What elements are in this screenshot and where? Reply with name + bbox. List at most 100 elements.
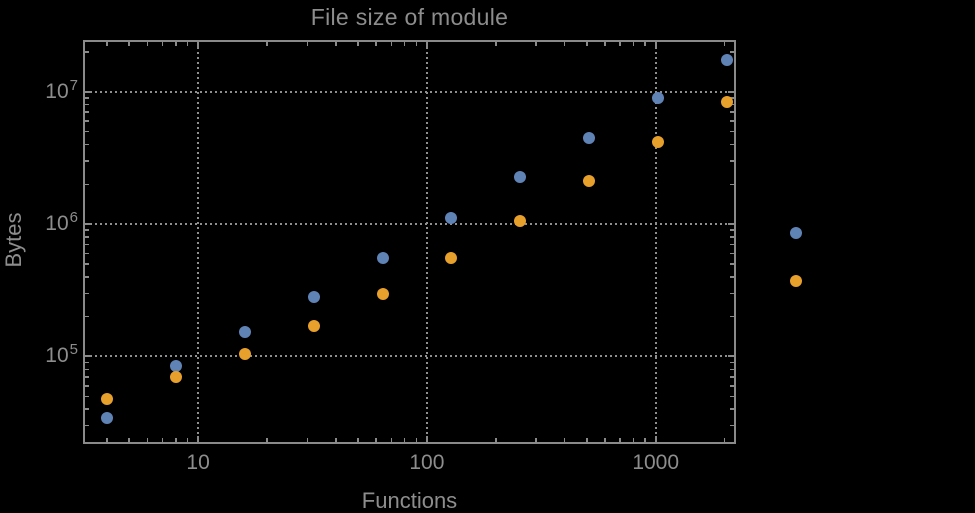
y-tick-label-10e5: 105 bbox=[45, 341, 78, 368]
tick-x-bottom bbox=[563, 438, 566, 442]
tick-y-right bbox=[730, 229, 734, 231]
data-point-blue-series bbox=[789, 227, 802, 240]
tick-y-left bbox=[85, 120, 89, 122]
tick-y-right bbox=[730, 236, 734, 238]
data-point-orange-series bbox=[789, 275, 802, 288]
tick-x-top bbox=[146, 42, 149, 46]
x-tick-label-10: 10 bbox=[186, 451, 210, 474]
tick-x-top bbox=[390, 42, 393, 46]
tick-x-bottom bbox=[723, 438, 726, 442]
data-point-orange-series bbox=[376, 288, 389, 301]
tick-y-left bbox=[85, 183, 89, 185]
data-point-blue-series bbox=[169, 359, 182, 372]
tick-y-left bbox=[85, 315, 89, 318]
tick-y-right bbox=[730, 368, 734, 371]
tick-y-left bbox=[85, 223, 91, 226]
tick-x-top bbox=[632, 42, 635, 46]
tick-x-bottom bbox=[390, 438, 393, 442]
y-tick-label-10e6: 106 bbox=[45, 209, 78, 236]
tick-x-bottom bbox=[175, 438, 177, 442]
tick-y-left bbox=[85, 97, 89, 99]
tick-x-bottom bbox=[415, 438, 418, 442]
data-point-blue-series bbox=[307, 290, 320, 303]
tick-x-bottom bbox=[654, 436, 657, 442]
tick-x-bottom bbox=[335, 438, 337, 442]
tick-y-left bbox=[85, 252, 89, 255]
tick-x-bottom bbox=[425, 436, 428, 442]
data-point-orange-series bbox=[101, 392, 114, 405]
tick-x-bottom bbox=[619, 438, 621, 442]
tick-y-left bbox=[85, 263, 89, 265]
tick-y-right bbox=[730, 120, 734, 122]
tick-y-right bbox=[730, 183, 734, 185]
tick-y-right bbox=[730, 424, 734, 427]
tick-y-left bbox=[85, 111, 89, 113]
tick-x-top bbox=[535, 42, 537, 46]
data-point-orange-series bbox=[652, 135, 665, 148]
tick-y-right bbox=[730, 276, 734, 278]
x-tick-label-1000: 1000 bbox=[632, 451, 680, 474]
data-point-orange-series bbox=[720, 95, 733, 108]
tick-y-left bbox=[85, 355, 91, 358]
gridline-y-10000000 bbox=[85, 90, 734, 93]
data-point-blue-series bbox=[514, 171, 527, 184]
tick-x-top bbox=[415, 42, 418, 46]
gridline-y-100000 bbox=[85, 355, 734, 358]
tick-x-bottom bbox=[403, 438, 406, 442]
data-point-blue-series bbox=[445, 211, 458, 224]
tick-y-right bbox=[730, 361, 734, 364]
tick-y-left bbox=[85, 376, 89, 378]
data-point-blue-series bbox=[652, 92, 665, 105]
tick-x-top bbox=[644, 42, 646, 46]
tick-x-bottom bbox=[375, 438, 377, 442]
tick-x-bottom bbox=[535, 438, 537, 442]
data-point-blue-series bbox=[583, 131, 596, 144]
data-point-blue-series bbox=[376, 252, 389, 265]
tick-y-left bbox=[85, 143, 89, 146]
tick-x-bottom bbox=[106, 438, 108, 442]
tick-x-top bbox=[654, 42, 657, 48]
plot-title: File size of module bbox=[310, 4, 509, 30]
gridline-x-100 bbox=[425, 42, 428, 442]
tick-y-left bbox=[85, 424, 89, 427]
tick-x-top bbox=[425, 42, 428, 48]
tick-y-right bbox=[730, 111, 734, 113]
tick-x-bottom bbox=[161, 438, 164, 442]
data-point-orange-series bbox=[583, 175, 596, 188]
data-point-orange-series bbox=[169, 370, 182, 383]
tick-x-bottom bbox=[586, 438, 588, 442]
data-point-blue-series bbox=[720, 53, 733, 66]
tick-x-bottom bbox=[197, 436, 200, 442]
tick-y-left bbox=[85, 130, 89, 133]
tick-x-bottom bbox=[604, 438, 606, 442]
tick-x-top bbox=[375, 42, 377, 46]
tick-y-left bbox=[85, 236, 89, 238]
tick-x-top bbox=[306, 42, 308, 46]
tick-x-top bbox=[586, 42, 588, 46]
tick-x-top bbox=[335, 42, 337, 46]
tick-x-top bbox=[495, 42, 497, 46]
tick-y-right bbox=[730, 408, 734, 410]
tick-y-right bbox=[730, 243, 734, 246]
x-axis-title: Functions bbox=[361, 488, 458, 513]
gridline-y-1000000 bbox=[85, 223, 734, 226]
tick-y-right bbox=[730, 385, 734, 387]
tick-y-left bbox=[85, 276, 89, 278]
tick-x-bottom bbox=[357, 438, 359, 442]
tick-y-right bbox=[730, 263, 734, 265]
tick-y-right bbox=[730, 292, 734, 295]
tick-x-top bbox=[723, 42, 726, 46]
tick-y-left bbox=[85, 395, 89, 398]
tick-y-left bbox=[85, 408, 89, 410]
tick-y-right bbox=[728, 90, 734, 93]
tick-x-bottom bbox=[495, 438, 497, 442]
tick-y-right bbox=[730, 315, 734, 318]
plot-area bbox=[83, 40, 736, 444]
tick-x-bottom bbox=[266, 438, 268, 442]
tick-x-bottom bbox=[146, 438, 149, 442]
data-point-blue-series bbox=[238, 326, 251, 339]
tick-x-top bbox=[161, 42, 164, 46]
data-point-orange-series bbox=[445, 252, 458, 265]
tick-x-top bbox=[186, 42, 189, 46]
